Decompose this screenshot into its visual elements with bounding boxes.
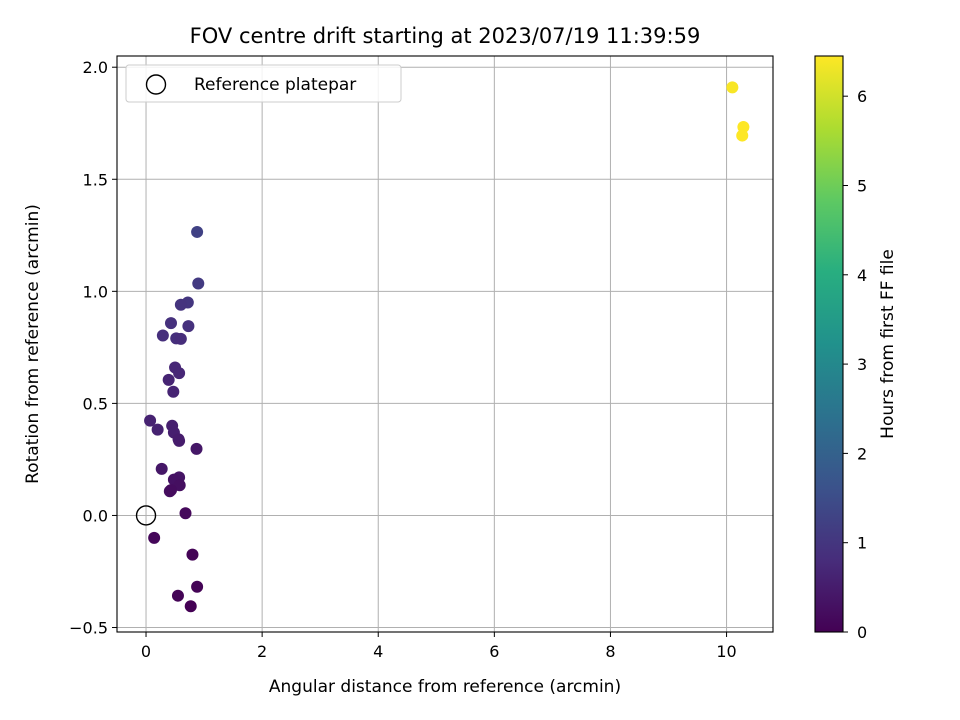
colorbar-tick-label: 3 bbox=[857, 355, 867, 374]
x-tick-label: 2 bbox=[257, 642, 267, 661]
x-axis-label: Angular distance from reference (arcmin) bbox=[269, 677, 621, 697]
plot-background bbox=[117, 56, 773, 632]
drift-point bbox=[191, 580, 204, 593]
colorbar-tick-label: 4 bbox=[857, 266, 867, 285]
x-tick-label: 4 bbox=[373, 642, 383, 661]
drift-point bbox=[736, 129, 749, 142]
drift-point bbox=[174, 298, 187, 311]
reference-platepar-marker bbox=[135, 505, 157, 526]
data-points bbox=[135, 81, 750, 613]
colorbar-ticks: 0 1 2 3 4 5 6 bbox=[843, 87, 867, 642]
legend-reference-label: Reference platepar bbox=[194, 75, 356, 95]
x-tick-label: 8 bbox=[605, 642, 615, 661]
drift-point bbox=[148, 531, 161, 544]
drift-point bbox=[164, 317, 177, 330]
drift-point bbox=[173, 479, 186, 492]
drift-point bbox=[144, 414, 157, 427]
drift-point bbox=[151, 423, 164, 436]
drift-point bbox=[173, 434, 186, 447]
colorbar-tick-label: 5 bbox=[857, 176, 867, 195]
drift-point bbox=[186, 548, 199, 561]
axis-ticks: 0 2 4 6 8 10 −0.5 0.0 0.5 1.0 1.5 2.0 bbox=[69, 58, 737, 661]
y-tick-label: 0.0 bbox=[83, 506, 108, 525]
y-tick-label: 1.0 bbox=[83, 282, 108, 301]
drift-point bbox=[192, 277, 205, 290]
y-axis-label: Rotation from reference (arcmin) bbox=[23, 204, 43, 484]
y-tick-label: 0.5 bbox=[83, 394, 108, 413]
drift-point bbox=[190, 442, 203, 455]
colorbar-tick-label: 0 bbox=[857, 623, 867, 642]
colorbar-gradient bbox=[814, 55, 844, 633]
drift-point bbox=[162, 373, 175, 386]
legend-box bbox=[125, 64, 402, 103]
y-tick-label: 2.0 bbox=[83, 58, 108, 77]
colorbar-tick-label: 1 bbox=[857, 534, 867, 553]
drift-point bbox=[156, 329, 169, 342]
y-tick-label: 1.5 bbox=[83, 170, 108, 189]
legend-reference-marker bbox=[145, 74, 167, 95]
x-tick-label: 10 bbox=[716, 642, 736, 661]
drift-point bbox=[155, 462, 168, 475]
drift-point bbox=[182, 320, 195, 333]
plot-frame bbox=[116, 55, 774, 633]
drift-point bbox=[171, 589, 184, 602]
legend: Reference platepar bbox=[125, 64, 402, 103]
drift-point bbox=[191, 225, 204, 238]
x-tick-label: 6 bbox=[489, 642, 499, 661]
colorbar-label: Hours from first FF file bbox=[878, 249, 898, 439]
colorbar-tick-label: 6 bbox=[857, 87, 867, 106]
drift-point bbox=[179, 507, 192, 520]
colorbar: 0 1 2 3 4 5 6 Hours from first FF file bbox=[814, 55, 898, 642]
chart-title: FOV centre drift starting at 2023/07/19 … bbox=[190, 24, 701, 48]
drift-point bbox=[167, 385, 180, 398]
x-tick-label: 0 bbox=[141, 642, 151, 661]
drift-point bbox=[164, 484, 177, 497]
drift-point bbox=[173, 367, 186, 380]
colorbar-tick-label: 2 bbox=[857, 444, 867, 463]
drift-point bbox=[726, 81, 739, 94]
drift-point bbox=[184, 600, 197, 613]
drift-point bbox=[174, 332, 187, 345]
y-tick-label: −0.5 bbox=[69, 619, 108, 638]
